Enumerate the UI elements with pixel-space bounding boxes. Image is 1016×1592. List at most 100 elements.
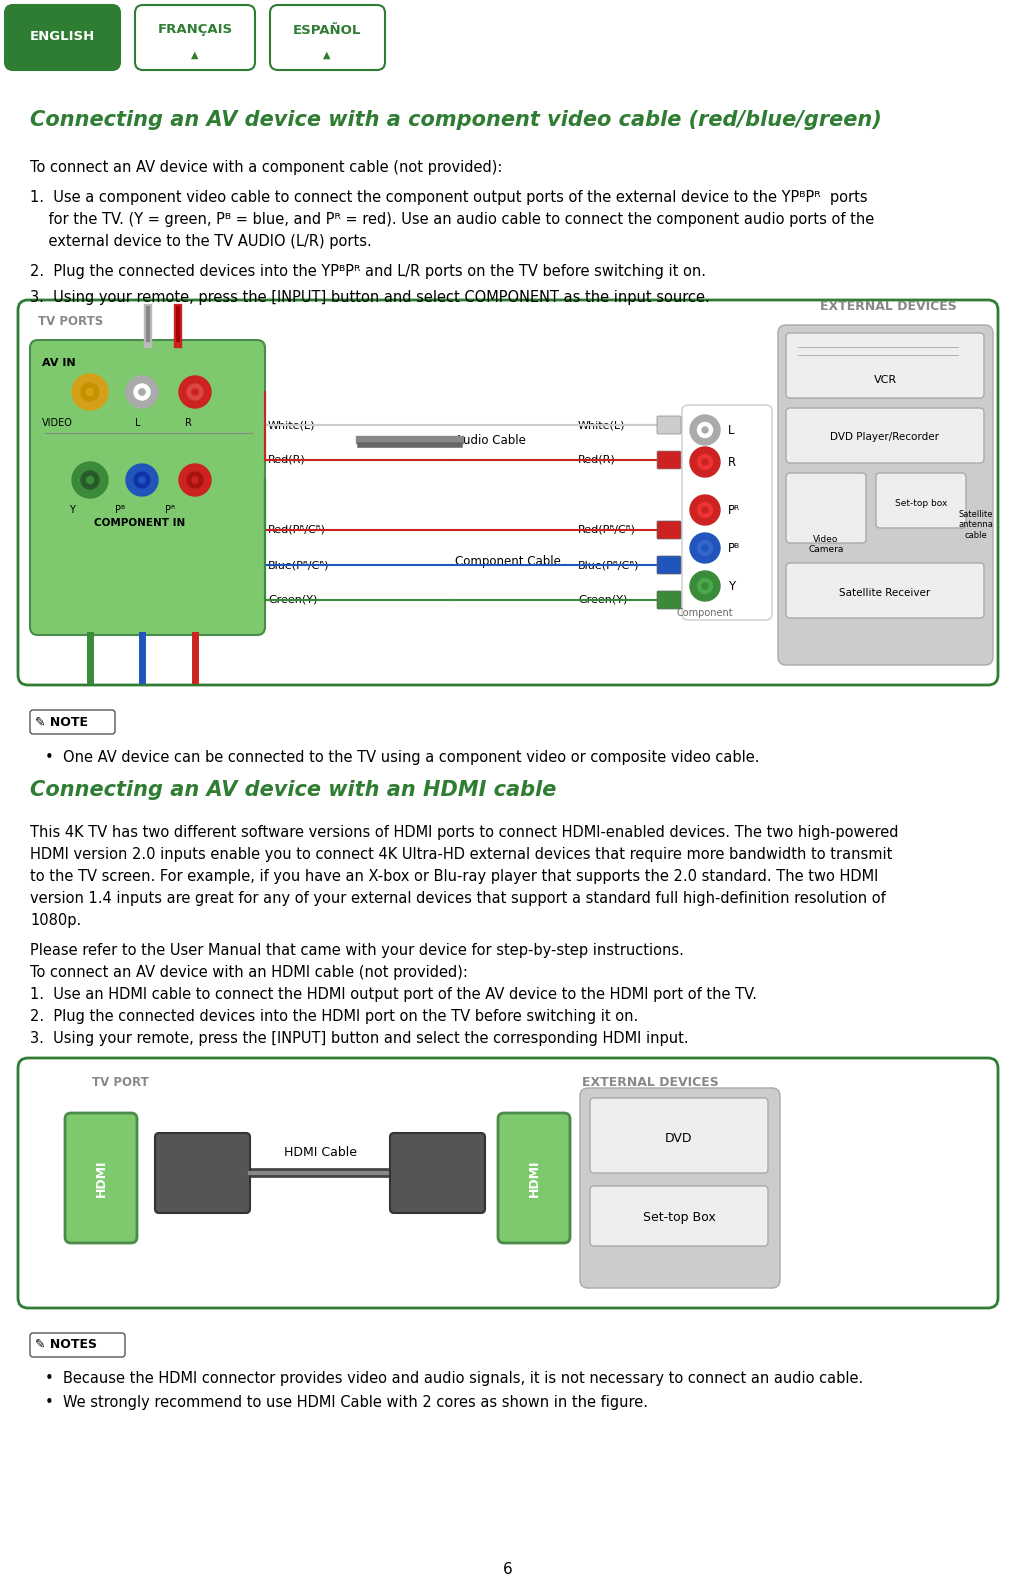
Circle shape [698, 422, 712, 438]
FancyBboxPatch shape [5, 5, 120, 70]
FancyBboxPatch shape [30, 341, 265, 635]
Text: R: R [728, 455, 737, 468]
Text: COMPONENT IN: COMPONENT IN [94, 517, 186, 529]
Text: DVD Player/Recorder: DVD Player/Recorder [830, 431, 940, 443]
Circle shape [139, 388, 145, 395]
Text: TV PORT: TV PORT [91, 1076, 148, 1089]
Text: 1.  Use a component video cable to connect the component output ports of the ext: 1. Use a component video cable to connec… [30, 189, 868, 205]
Text: Satellite
antenna
cable: Satellite antenna cable [958, 509, 994, 540]
Text: This 4K TV has two different software versions of HDMI ports to connect HDMI-ena: This 4K TV has two different software ve… [30, 825, 898, 841]
Text: DVD: DVD [665, 1132, 693, 1145]
Text: TV PORTS: TV PORTS [38, 315, 104, 328]
Text: L: L [728, 423, 735, 436]
Text: VCR: VCR [874, 376, 896, 385]
Circle shape [126, 376, 158, 408]
Text: ✎ NOTES: ✎ NOTES [35, 1339, 97, 1352]
FancyBboxPatch shape [155, 1134, 250, 1213]
Text: 3.  Using your remote, press the [INPUT] button and select COMPONENT as the inpu: 3. Using your remote, press the [INPUT] … [30, 290, 710, 306]
Text: Component: Component [677, 608, 734, 618]
Text: Video
Camera: Video Camera [809, 535, 843, 554]
FancyBboxPatch shape [18, 299, 998, 685]
Circle shape [698, 578, 712, 594]
Text: Blue(Pᴮ/Cᴮ): Blue(Pᴮ/Cᴮ) [578, 560, 639, 570]
Text: external device to the TV AUDIO (L/R) ports.: external device to the TV AUDIO (L/R) po… [30, 234, 372, 248]
Circle shape [702, 427, 708, 433]
FancyBboxPatch shape [657, 521, 681, 540]
FancyBboxPatch shape [30, 710, 115, 734]
Text: Audio Cable: Audio Cable [455, 433, 526, 446]
Text: VIDEO: VIDEO [42, 419, 73, 428]
Circle shape [690, 533, 720, 564]
Text: 1080p.: 1080p. [30, 912, 81, 928]
Text: AV IN: AV IN [42, 358, 75, 368]
Circle shape [81, 384, 99, 401]
Text: Please refer to the User Manual that came with your device for step-by-step inst: Please refer to the User Manual that cam… [30, 942, 684, 958]
Text: Set-top Box: Set-top Box [643, 1212, 715, 1224]
Circle shape [134, 471, 150, 489]
FancyBboxPatch shape [657, 556, 681, 575]
Circle shape [690, 447, 720, 478]
FancyBboxPatch shape [30, 1333, 125, 1356]
FancyBboxPatch shape [590, 1098, 768, 1173]
Text: 1.  Use an HDMI cable to connect the HDMI output port of the AV device to the HD: 1. Use an HDMI cable to connect the HDMI… [30, 987, 757, 1001]
Circle shape [690, 416, 720, 446]
Text: HDMI Cable: HDMI Cable [283, 1146, 357, 1159]
Text: ESPAÑOL: ESPAÑOL [293, 24, 361, 37]
Text: Green(Y): Green(Y) [268, 595, 317, 605]
Circle shape [139, 476, 145, 484]
Text: Satellite Receiver: Satellite Receiver [839, 587, 931, 599]
FancyBboxPatch shape [786, 333, 985, 398]
Circle shape [81, 471, 99, 489]
Text: HDMI: HDMI [94, 1159, 108, 1197]
Text: L: L [135, 419, 141, 428]
Text: 3.  Using your remote, press the [INPUT] button and select the corresponding HDM: 3. Using your remote, press the [INPUT] … [30, 1032, 689, 1046]
Text: Y: Y [728, 579, 736, 592]
Circle shape [690, 572, 720, 602]
FancyBboxPatch shape [590, 1186, 768, 1247]
FancyBboxPatch shape [270, 5, 385, 70]
Text: To connect an AV device with an HDMI cable (not provided):: To connect an AV device with an HDMI cab… [30, 965, 468, 981]
Circle shape [187, 384, 203, 400]
Text: ENGLISH: ENGLISH [29, 30, 94, 43]
Text: EXTERNAL DEVICES: EXTERNAL DEVICES [820, 299, 956, 314]
Text: HDMI: HDMI [527, 1159, 541, 1197]
FancyBboxPatch shape [657, 451, 681, 470]
Circle shape [179, 376, 211, 408]
Text: White(L): White(L) [268, 420, 316, 430]
Text: R: R [185, 419, 191, 428]
Text: 2.  Plug the connected devices into the HDMI port on the TV before switching it : 2. Plug the connected devices into the H… [30, 1009, 638, 1024]
FancyBboxPatch shape [657, 416, 681, 435]
Text: Set-top box: Set-top box [895, 498, 947, 508]
Text: Pᴿ: Pᴿ [165, 505, 175, 514]
Text: HDMI version 2.0 inputs enable you to connect 4K Ultra-HD external devices that : HDMI version 2.0 inputs enable you to co… [30, 847, 892, 861]
Text: •  One AV device can be connected to the TV using a component video or composite: • One AV device can be connected to the … [45, 750, 760, 766]
Text: Pᴮ: Pᴮ [115, 505, 125, 514]
Circle shape [72, 374, 108, 411]
Text: Pᴮ: Pᴮ [728, 541, 740, 554]
Circle shape [690, 495, 720, 525]
Circle shape [192, 388, 198, 395]
Text: Connecting an AV device with an HDMI cable: Connecting an AV device with an HDMI cab… [30, 780, 557, 801]
FancyBboxPatch shape [498, 1113, 570, 1243]
Circle shape [702, 458, 708, 465]
Text: To connect an AV device with a component cable (not provided):: To connect an AV device with a component… [30, 161, 502, 175]
Text: Red(R): Red(R) [268, 455, 306, 465]
FancyBboxPatch shape [786, 473, 866, 543]
FancyBboxPatch shape [876, 473, 966, 529]
Text: Red(Pᴿ/Cᴿ): Red(Pᴿ/Cᴿ) [578, 525, 636, 535]
Text: Red(Pᴿ/Cᴿ): Red(Pᴿ/Cᴿ) [268, 525, 326, 535]
Text: EXTERNAL DEVICES: EXTERNAL DEVICES [581, 1076, 718, 1089]
Circle shape [192, 476, 198, 484]
Text: Blue(Pᴮ/Cᴮ): Blue(Pᴮ/Cᴮ) [268, 560, 329, 570]
FancyBboxPatch shape [135, 5, 255, 70]
Text: Y: Y [69, 505, 75, 514]
Text: FRANÇAIS: FRANÇAIS [157, 24, 233, 37]
Text: 2.  Plug the connected devices into the YPᴮPᴿ and L/R ports on the TV before swi: 2. Plug the connected devices into the Y… [30, 264, 706, 279]
FancyBboxPatch shape [786, 564, 985, 618]
Circle shape [698, 454, 712, 470]
Circle shape [702, 506, 708, 513]
Text: Component Cable: Component Cable [455, 556, 561, 568]
Circle shape [698, 541, 712, 556]
FancyBboxPatch shape [65, 1113, 137, 1243]
Circle shape [187, 471, 203, 489]
